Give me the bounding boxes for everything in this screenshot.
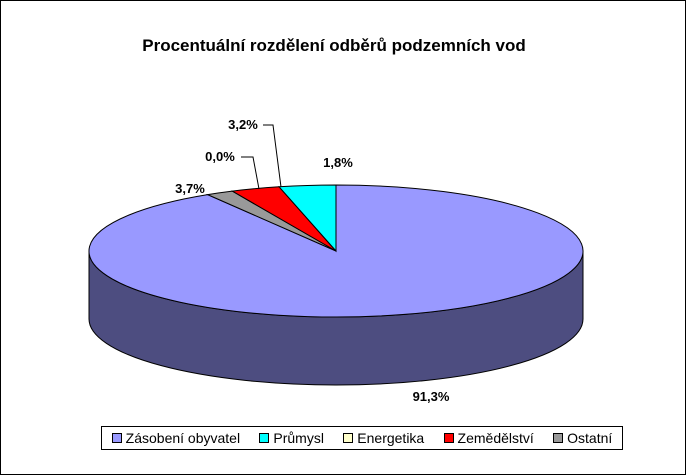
legend-item-ostatni: Ostatní xyxy=(553,430,612,446)
pie-group xyxy=(88,184,584,386)
data-label-ostatni: 1,8% xyxy=(323,155,353,170)
legend-label: Průmysl xyxy=(273,430,324,446)
data-label-zasobeni: 91,3% xyxy=(413,389,450,404)
legend-swatch xyxy=(553,433,564,443)
legend-item-energetika: Energetika xyxy=(343,430,424,446)
legend-swatch xyxy=(443,433,454,443)
legend-item-zemedelstvi: Zemědělství xyxy=(443,430,534,446)
data-label-zemedelstvi: 3,2% xyxy=(228,117,258,132)
legend-label: Zásobení obyvatel xyxy=(125,430,241,446)
legend: Zásobení obyvatel Průmysl Energetika Zem… xyxy=(101,426,623,450)
legend-label: Energetika xyxy=(357,430,425,446)
legend-label: Zemědělství xyxy=(457,430,534,446)
pie-slice-prumysl xyxy=(278,184,337,253)
legend-label: Ostatní xyxy=(567,430,613,446)
legend-item-zasobeni: Zásobení obyvatel xyxy=(111,430,241,446)
chart-title: Procentuální rozdělení odběrů podzemních… xyxy=(142,36,525,55)
leader-line xyxy=(263,124,282,188)
legend-item-prumysl: Průmysl xyxy=(259,430,324,446)
data-label-prumysl: 3,7% xyxy=(175,181,205,196)
data-labels: 91,3% 1,8% 3,2% 0,0% 3,7% xyxy=(175,117,450,404)
legend-swatch xyxy=(259,433,270,443)
legend-swatch xyxy=(343,433,354,443)
leader-line xyxy=(241,156,260,190)
legend-swatch xyxy=(111,433,122,443)
data-label-energetika: 0,0% xyxy=(205,149,235,164)
